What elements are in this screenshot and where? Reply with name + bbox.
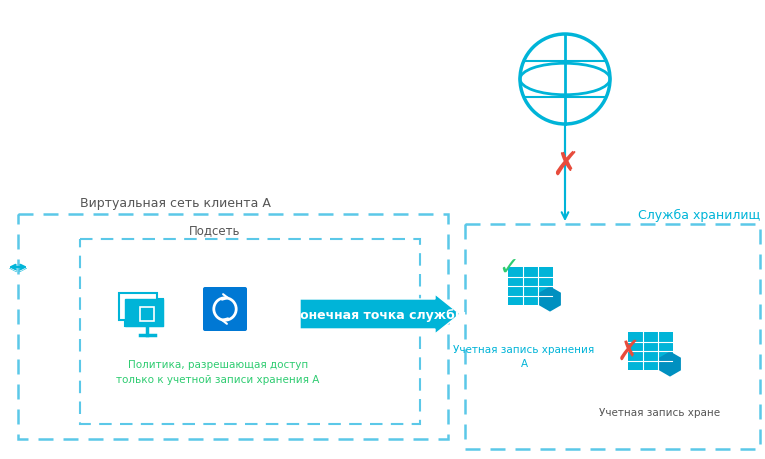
Text: Служба хранилищ: Служба хранилищ xyxy=(638,208,760,222)
FancyBboxPatch shape xyxy=(203,287,247,331)
Text: Подсеть: Подсеть xyxy=(189,224,241,236)
Bar xyxy=(125,299,163,326)
Text: Конечная точка службы: Конечная точка службы xyxy=(290,308,466,321)
Text: ✗: ✗ xyxy=(617,337,640,365)
Bar xyxy=(628,332,673,370)
Bar xyxy=(125,299,163,326)
Text: Политика, разрешающая доступ
только к учетной записи хранения А: Политика, разрешающая доступ только к уч… xyxy=(116,359,320,384)
Text: ◁ ▷: ◁ ▷ xyxy=(9,263,27,272)
Text: Виртуальная сеть клиента А: Виртуальная сеть клиента А xyxy=(80,196,271,210)
Bar xyxy=(119,293,158,320)
Text: Учетная запись хранения
А: Учетная запись хранения А xyxy=(454,344,594,368)
Text: ✗: ✗ xyxy=(551,148,579,181)
Bar xyxy=(508,268,553,306)
Text: ✓: ✓ xyxy=(498,256,519,280)
Text: Учетная запись хране: Учетная запись хране xyxy=(600,407,721,417)
FancyArrow shape xyxy=(300,294,460,334)
